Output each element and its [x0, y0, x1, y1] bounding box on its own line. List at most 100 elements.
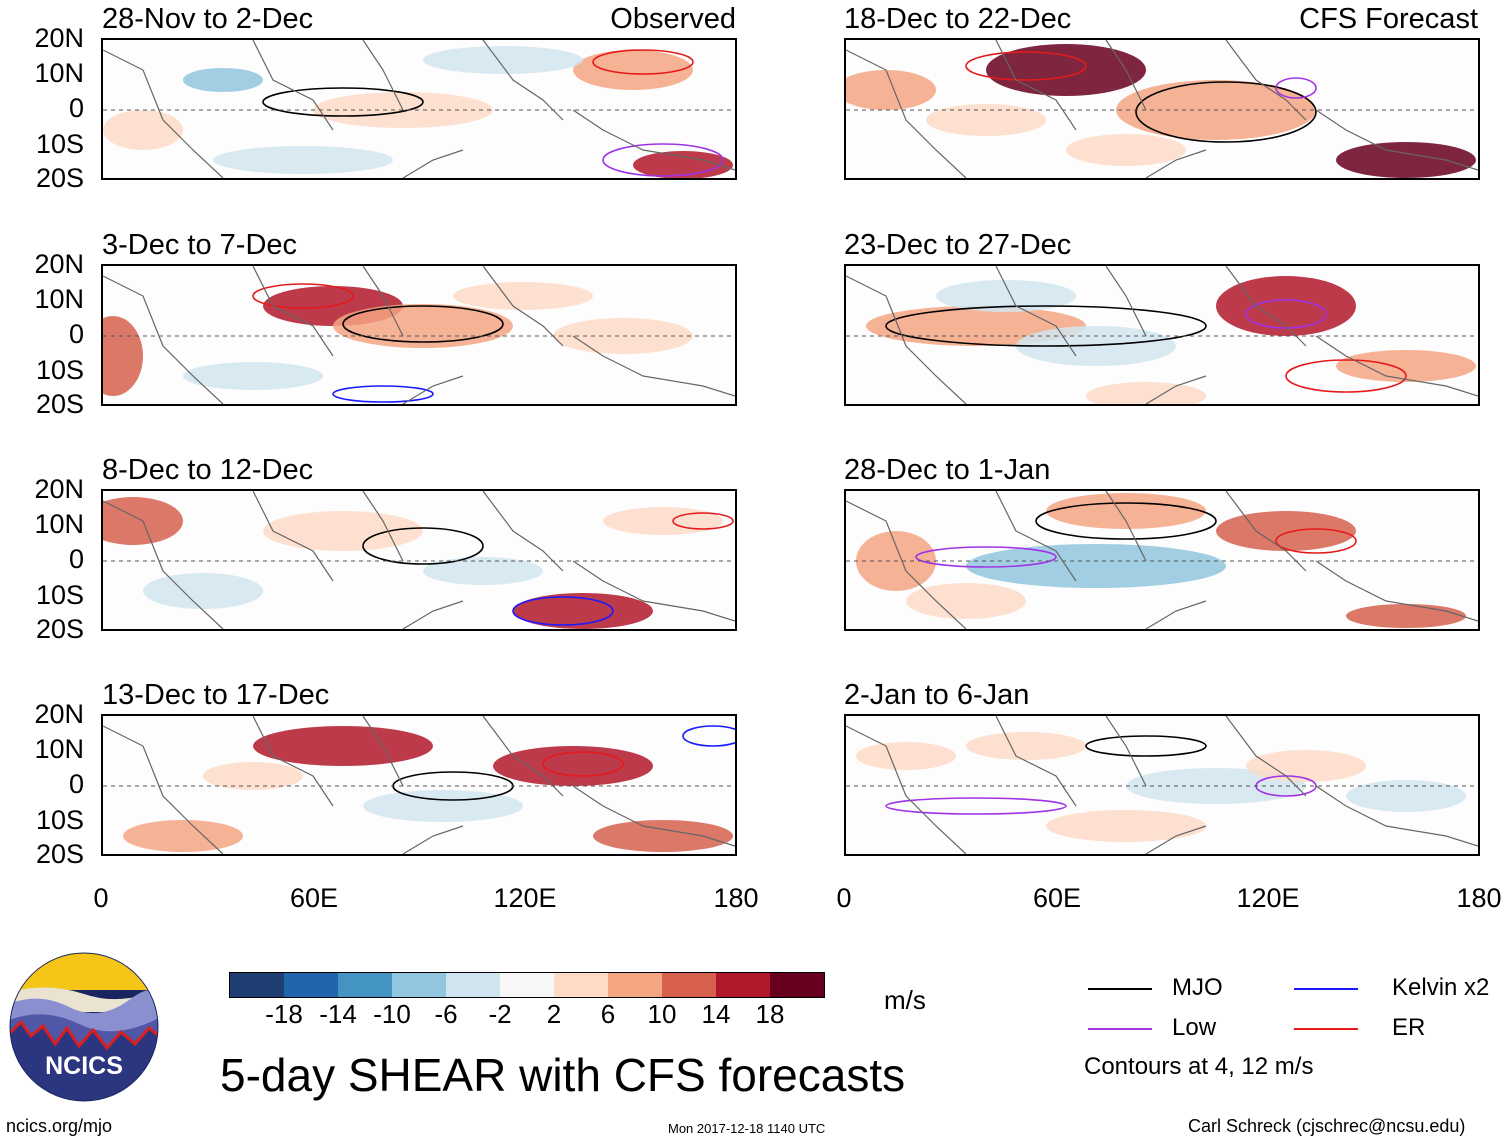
color-swatch [230, 973, 284, 997]
wave-contour [592, 49, 694, 75]
lat-label: 20N [34, 23, 84, 53]
shear-anomaly [966, 544, 1226, 588]
panel-title-p8: 2-Jan to 6-Jan [844, 679, 1030, 711]
ncics-logo: NCICS [9, 952, 159, 1102]
map-panel [101, 264, 737, 406]
legend-line-er [1294, 1028, 1358, 1030]
shear-anomaly [1046, 810, 1206, 842]
lat-label: 20N [34, 249, 84, 279]
wave-contour [1035, 502, 1217, 540]
wave-contour [885, 305, 1207, 347]
shear-anomaly [1046, 493, 1206, 529]
color-swatch [554, 973, 608, 997]
shear-field [103, 491, 735, 629]
colorbar-units: m/s [884, 985, 926, 1015]
lat-label: 0 [68, 319, 84, 349]
map-panel [844, 38, 1480, 180]
shear-anomaly [1336, 350, 1476, 382]
map-panel [101, 489, 737, 631]
colorbar-label: 2 [546, 999, 562, 1029]
wave-contour [542, 751, 624, 777]
colorbar-label: 18 [755, 999, 785, 1029]
shear-anomaly [423, 46, 583, 74]
lon-label: 0 [93, 883, 109, 913]
shear-anomaly [593, 820, 733, 852]
footer-author: Carl Schreck (cjschrec@ncsu.edu) [1188, 1116, 1466, 1136]
shear-anomaly [513, 593, 653, 629]
legend-label-er: ER [1392, 1014, 1426, 1041]
footer-url[interactable]: ncics.org/mjo [6, 1116, 113, 1136]
observed-label: Observed [610, 3, 736, 35]
wave-contour [915, 546, 1057, 568]
colorbar [229, 972, 825, 998]
shear-anomaly [103, 110, 183, 150]
lat-label: 10S [35, 580, 84, 610]
shear-anomaly [183, 362, 323, 390]
shear-field [103, 266, 735, 404]
shear-anomaly [1336, 142, 1476, 178]
lat-label: 10N [34, 284, 84, 314]
lon-label: 60E [289, 883, 339, 913]
lat-label: 0 [68, 544, 84, 574]
footer-timestamp: Mon 2017-12-18 1140 UTC [668, 1121, 826, 1136]
shear-anomaly [603, 507, 723, 535]
shear-field [846, 491, 1478, 629]
color-swatch [392, 973, 446, 997]
color-swatch [446, 973, 500, 997]
color-swatch [284, 973, 338, 997]
wave-contour [1275, 528, 1357, 554]
lat-label: 10N [34, 734, 84, 764]
shear-anomaly [573, 50, 693, 90]
colorbar-label: -2 [488, 999, 512, 1029]
panel-title-p7: 28-Dec to 1-Jan [844, 454, 1051, 486]
shear-anomaly [846, 70, 936, 110]
coastline [103, 266, 735, 404]
lon-label: 0 [836, 883, 852, 913]
map-panel [101, 714, 737, 856]
lat-label: 20N [34, 699, 84, 729]
colorbar-label: -18 [265, 999, 303, 1029]
shear-anomaly [103, 316, 143, 396]
coastline [846, 40, 1478, 178]
shear-anomaly [1246, 750, 1366, 782]
colorbar-label: 10 [647, 999, 677, 1029]
contour-note: Contours at 4, 12 m/s [1084, 1053, 1314, 1080]
shear-anomaly [183, 68, 263, 92]
colorbar-label: 6 [600, 999, 616, 1029]
wave-contour [512, 596, 614, 626]
color-swatch [608, 973, 662, 997]
panel-title-p5: 18-Dec to 22-Dec [844, 3, 1072, 35]
coastline [103, 716, 735, 854]
panel-title-p3: 8-Dec to 12-Dec [102, 454, 314, 486]
shear-anomaly [1346, 604, 1466, 628]
color-swatch [770, 973, 824, 997]
shear-anomaly [213, 146, 393, 174]
lon-label: 180 [713, 883, 759, 913]
lon-label: 180 [1456, 883, 1502, 913]
map-panel [101, 38, 737, 180]
lat-label: 10S [35, 355, 84, 385]
color-swatch [338, 973, 392, 997]
lat-label: 20N [34, 474, 84, 504]
wave-contour [1275, 77, 1317, 99]
color-swatch [716, 973, 770, 997]
wave-contour [1085, 735, 1207, 757]
color-swatch [662, 973, 716, 997]
shear-anomaly [1216, 511, 1356, 551]
lat-label: 10S [35, 129, 84, 159]
lat-label: 10N [34, 58, 84, 88]
shear-anomaly [856, 742, 956, 770]
shear-anomaly [986, 44, 1146, 96]
lat-label: 20S [35, 389, 84, 419]
lon-label: 60E [1032, 883, 1082, 913]
lat-label: 0 [68, 93, 84, 123]
shear-anomaly [123, 820, 243, 852]
lat-label: 10N [34, 509, 84, 539]
shear-anomaly [423, 557, 543, 585]
legend-label-mjo: MJO [1172, 974, 1223, 1001]
wave-contour [672, 512, 734, 530]
lon-label: 120E [1236, 883, 1300, 913]
legend-line-kelvin [1294, 988, 1358, 990]
shear-anomaly [966, 732, 1086, 760]
shear-anomaly [203, 762, 303, 790]
